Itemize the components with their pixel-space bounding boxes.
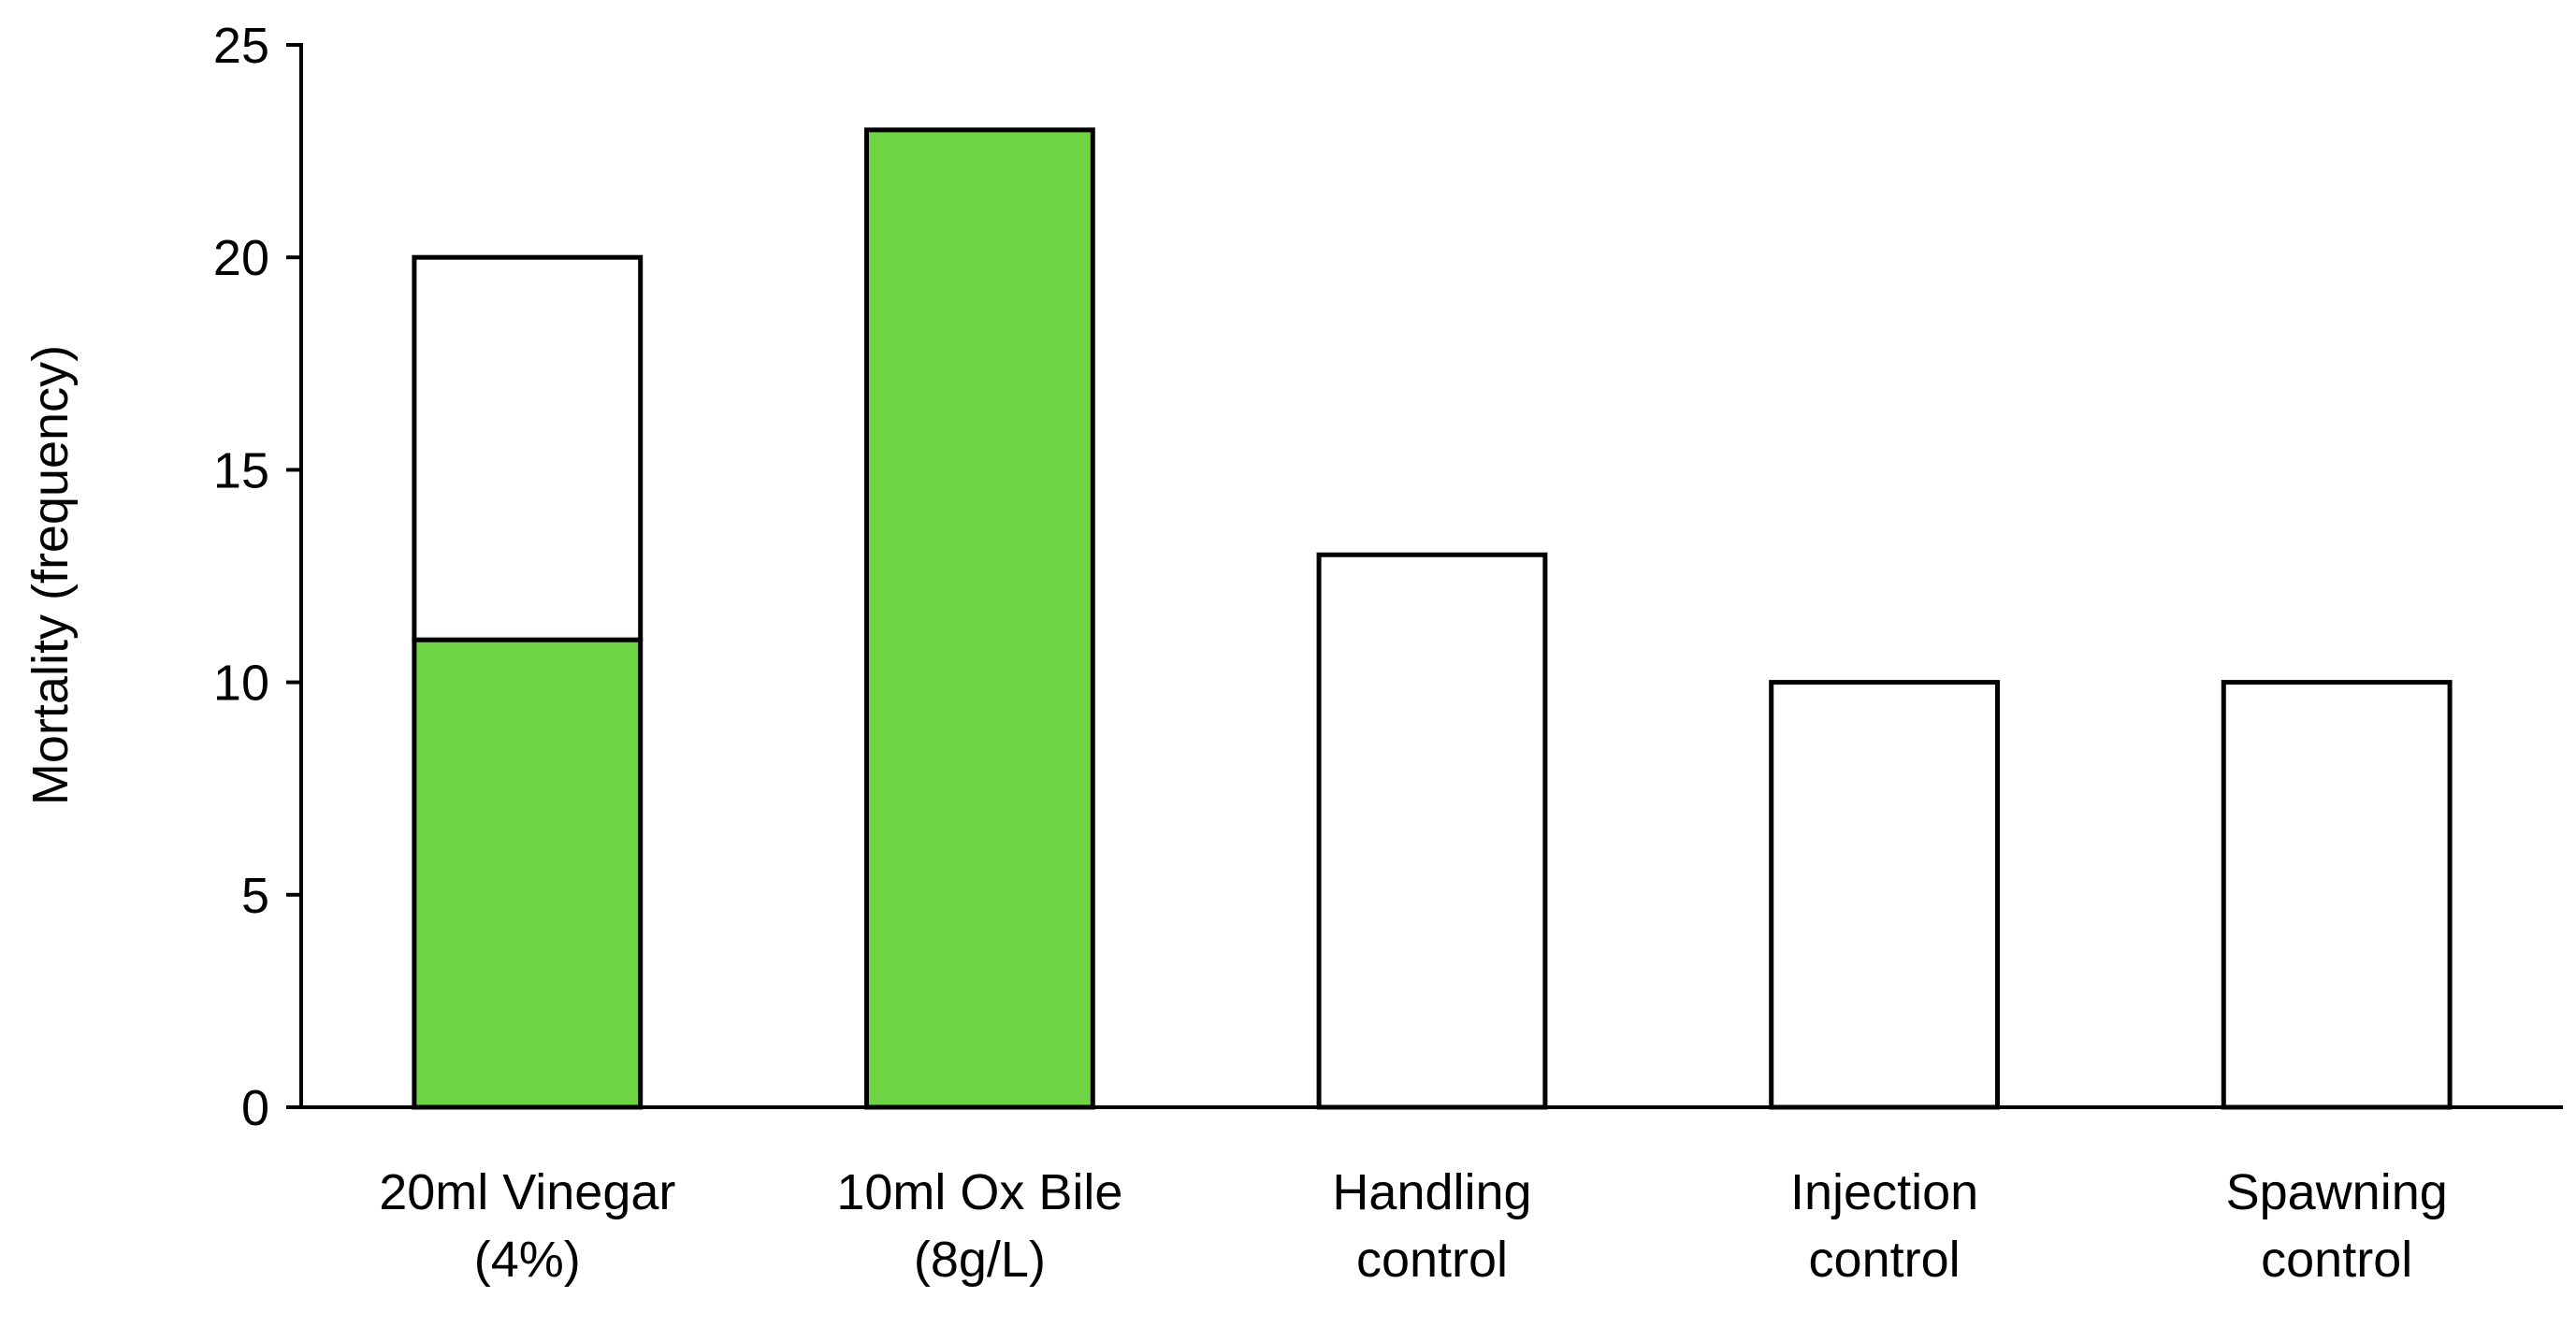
bars-group [412, 127, 2453, 1110]
x-category-label: Handling control [1332, 1164, 1531, 1288]
axes-group [299, 43, 2563, 1109]
y-tick-label: 10 [213, 656, 269, 712]
y-tick-label: 15 [213, 442, 269, 498]
y-tick-label: 0 [241, 1080, 269, 1136]
y-axis-title: Mortality (frequency) [22, 345, 79, 805]
bar-4-segment-2 [1769, 680, 2000, 1110]
bar-1-segment-2 [412, 254, 644, 642]
x-category-label: 10ml Ox Bile (8g/L) [836, 1164, 1122, 1288]
x-labels-group: 20ml Vinegar (4%) 10ml Ox Bile (8g/L) Handli… [379, 1164, 2448, 1288]
y-tick-label: 5 [241, 868, 269, 924]
y-ticks-group: 0 5 10 15 20 25 [213, 18, 301, 1136]
bar-5-segment-2 [2221, 680, 2453, 1110]
bar-3-segment-2 [1316, 552, 1548, 1110]
bar-2-segment-1 [864, 127, 1095, 1110]
x-category-label: Injection control [1790, 1164, 1978, 1288]
x-category-label: Spawning control [2226, 1164, 2448, 1288]
x-category-label: 20ml Vinegar (4%) [379, 1164, 675, 1288]
y-tick-label: 25 [213, 18, 269, 74]
y-tick-label: 20 [213, 230, 269, 286]
bar-1-segment-1 [412, 637, 644, 1110]
